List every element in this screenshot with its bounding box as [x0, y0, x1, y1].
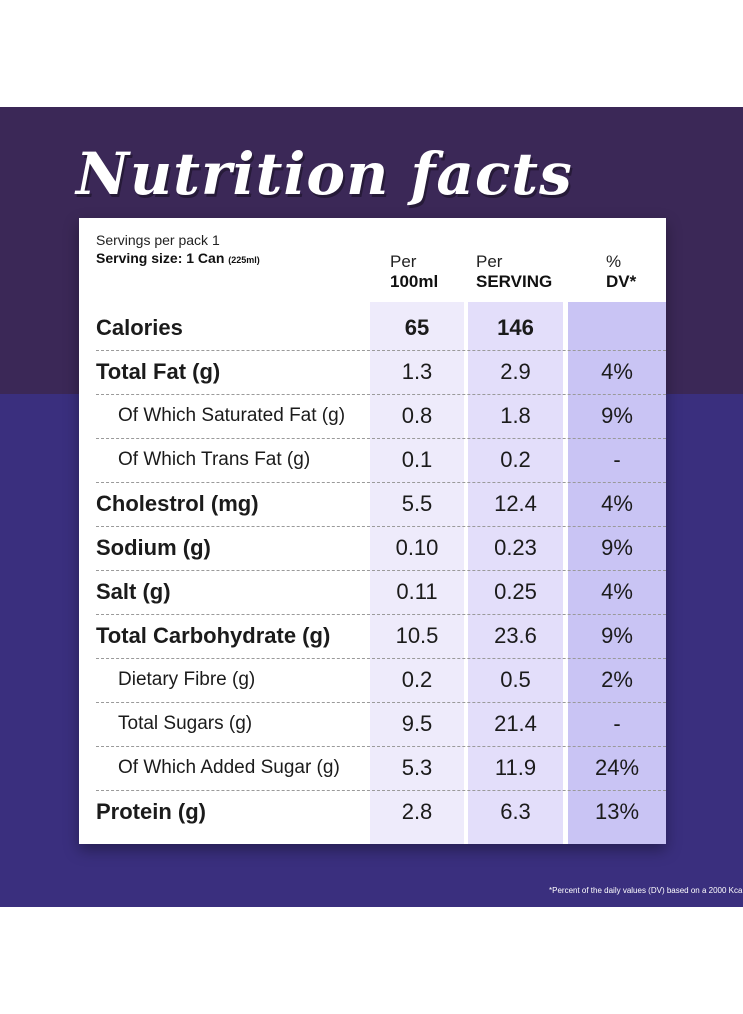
table-row: Total Sugars (g) 9.5 21.4 -	[96, 702, 666, 747]
row-label: Protein (g)	[96, 799, 206, 824]
serving-size-detail: (225ml)	[228, 255, 260, 265]
row-label: Salt (g)	[96, 579, 171, 604]
dv-value: 24%	[594, 755, 640, 780]
row-label: Dietary Fibre (g)	[118, 669, 256, 690]
per-serving-value: 1.8	[500, 403, 531, 428]
header-per-100ml-bottom: 100ml	[390, 272, 439, 291]
per-serving-value: 21.4	[494, 711, 537, 736]
header-dv-top: %	[606, 252, 622, 271]
table-row: Dietary Fibre (g) 0.2 0.5 2%	[96, 658, 666, 703]
table-row: Protein (g) 2.8 6.3 13%	[96, 790, 666, 834]
table-row: Calories 65 146	[96, 306, 666, 351]
row-label: Total Sugars (g)	[118, 713, 253, 734]
page-title: Nutrition facts	[76, 140, 573, 208]
per-serving-value: 0.2	[500, 447, 531, 472]
header-dv-bottom: DV*	[606, 272, 637, 291]
servings-per-pack: Servings per pack 1	[96, 232, 220, 248]
table-row: Salt (g) 0.11 0.25 4%	[96, 570, 666, 615]
row-label: Of Which Added Sugar (g)	[118, 757, 340, 778]
row-label: Of Which Saturated Fat (g)	[118, 405, 346, 426]
per-serving-value: 0.23	[494, 535, 537, 560]
row-label: Calories	[96, 315, 183, 340]
per-serving-value: 12.4	[494, 491, 537, 516]
per-100ml-value: 10.5	[395, 623, 439, 648]
per-serving-column-shade	[468, 302, 563, 844]
row-label: Total Carbohydrate (g)	[96, 623, 331, 648]
per-serving-value: 0.5	[500, 667, 531, 692]
per-100ml-value: 0.10	[395, 535, 439, 560]
dv-value	[568, 306, 666, 350]
per-serving-value: 0.25	[494, 579, 537, 604]
dv-value: 9%	[601, 623, 633, 648]
dv-value: 4%	[601, 491, 633, 516]
per-serving-value: 23.6	[494, 623, 537, 648]
row-label: Total Fat (g)	[96, 359, 221, 384]
per-serving-value: 2.9	[500, 359, 531, 384]
header-per-100ml-top: Per	[390, 252, 417, 271]
header-per-serving-bottom: SERVING	[476, 272, 553, 291]
per-100ml-value: 9.5	[401, 711, 433, 736]
table-row: Cholestrol (mg) 5.5 12.4 4%	[96, 482, 666, 527]
dv-column-shade	[568, 302, 666, 844]
table-row: Sodium (g) 0.10 0.23 9%	[96, 526, 666, 571]
row-label: Of Which Trans Fat (g)	[118, 449, 311, 470]
dv-value: 2%	[601, 667, 633, 692]
table-row: Total Fat (g) 1.3 2.9 4%	[96, 350, 666, 395]
table-row: Of Which Added Sugar (g) 5.3 11.9 24%	[96, 746, 666, 791]
row-label: Sodium (g)	[96, 535, 211, 560]
dv-value: -	[613, 711, 621, 736]
header-per-100ml: Per 100ml	[390, 252, 438, 292]
dv-value: 9%	[601, 535, 633, 560]
per-100ml-value: 0.1	[401, 447, 433, 472]
header-dv: % DV*	[606, 252, 636, 292]
dv-value: 4%	[601, 579, 633, 604]
per-100ml-value: 2.8	[401, 799, 433, 824]
per-100ml-value: 5.5	[401, 491, 433, 516]
per-100ml-value: 1.3	[401, 359, 433, 384]
per-100ml-value: 0.2	[401, 667, 433, 692]
table-row: Total Carbohydrate (g) 10.5 23.6 9%	[96, 614, 666, 659]
dv-value: 13%	[594, 799, 640, 824]
header-per-serving-top: Per	[476, 252, 503, 271]
table-row: Of Which Trans Fat (g) 0.1 0.2 -	[96, 438, 666, 483]
daily-value-footnote: *Percent of the daily values (DV) based …	[549, 886, 743, 895]
table-row: Of Which Saturated Fat (g) 0.8 1.8 9%	[96, 394, 666, 439]
dv-value: -	[613, 447, 621, 472]
per-100ml-column-shade	[370, 302, 464, 844]
dv-value: 9%	[601, 403, 633, 428]
per-serving-value: 146	[497, 315, 534, 340]
per-100ml-value: 0.11	[396, 579, 438, 604]
nutrition-table-panel: Servings per pack 1 Serving size: 1 Can …	[79, 218, 666, 844]
per-100ml-value: 0.8	[401, 403, 433, 428]
per-serving-value: 11.9	[494, 755, 537, 780]
dv-value: 4%	[601, 359, 633, 384]
serving-size-label: Serving size: 1 Can	[96, 250, 225, 266]
header-per-serving: Per SERVING	[476, 252, 552, 292]
per-serving-value: 6.3	[500, 799, 531, 824]
per-100ml-value: 5.3	[401, 755, 433, 780]
per-100ml-value: 65	[404, 315, 430, 340]
row-label: Cholestrol (mg)	[96, 491, 259, 516]
serving-size: Serving size: 1 Can (225ml)	[96, 250, 260, 266]
